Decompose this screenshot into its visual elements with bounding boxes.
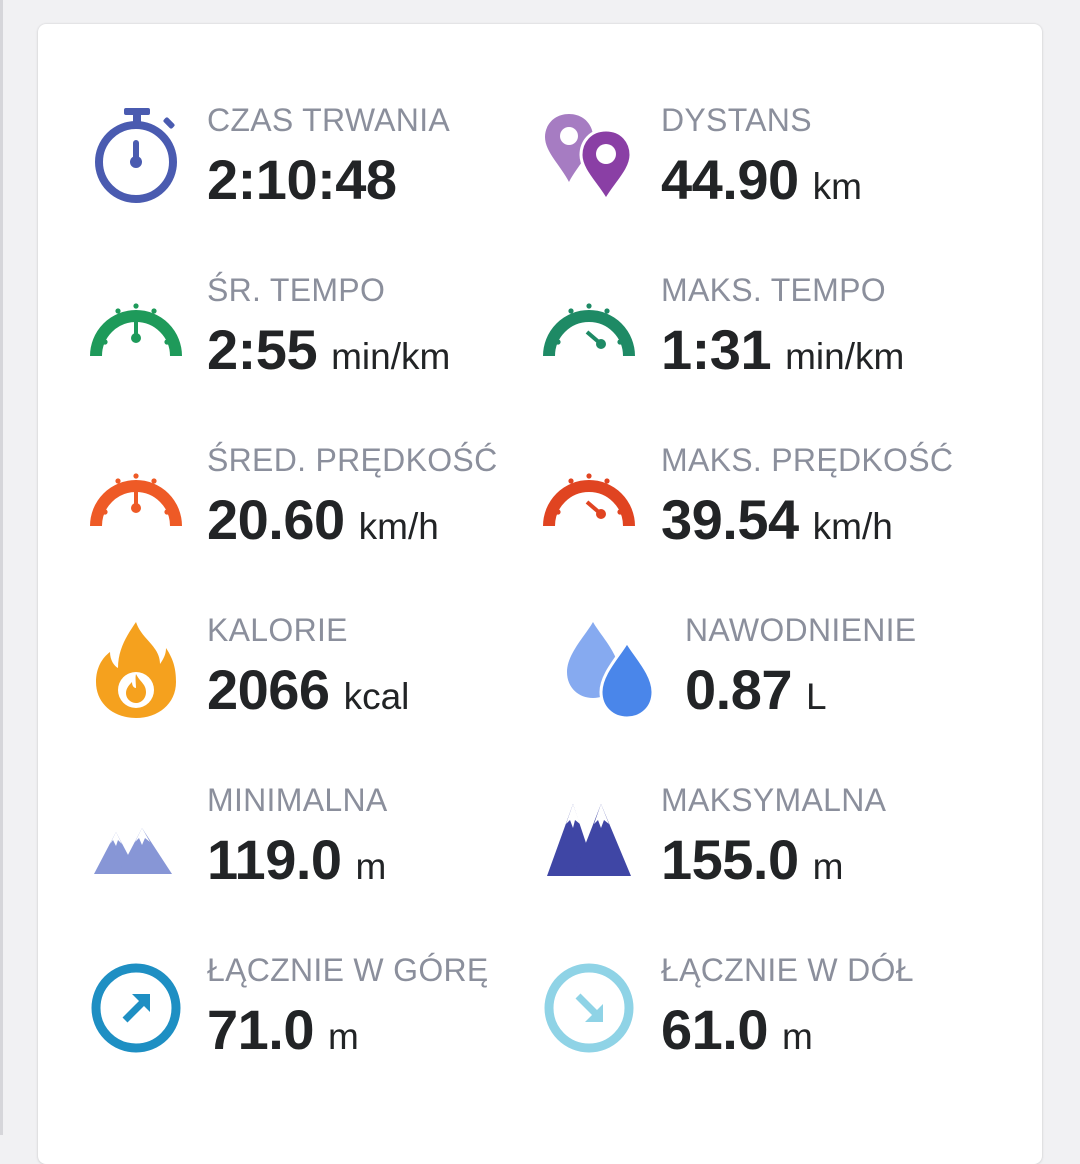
stat-avg-pace: ŚR. TEMPO 2:55 min/km — [90, 272, 510, 392]
stat-total-descent: ŁĄCZNIE W DÓŁ 61.0 m — [543, 952, 983, 1072]
stat-unit: L — [806, 676, 827, 717]
stat-unit: m — [355, 846, 387, 887]
stat-calories: KALORIE 2066 kcal — [90, 612, 510, 732]
stat-unit: m — [328, 1016, 359, 1057]
stat-label: MAKS. PRĘDKOŚĆ — [661, 442, 954, 478]
flame-icon — [90, 612, 186, 722]
stat-value: 2066 — [207, 658, 330, 721]
stat-label: ŁĄCZNIE W DÓŁ — [661, 952, 914, 988]
stat-value: 0.87 — [685, 658, 793, 721]
stat-value: 20.60 — [207, 488, 345, 551]
stat-label: MAKSYMALNA — [661, 782, 887, 818]
stat-duration: CZAS TRWANIA 2:10:48 — [90, 102, 510, 222]
stat-label: DYSTANS — [661, 102, 812, 138]
stat-value-line: 44.90 km — [661, 148, 862, 219]
stat-unit: km/h — [812, 506, 893, 547]
ascent-arrow-icon — [90, 952, 186, 1062]
stat-value: 119.0 — [207, 828, 342, 891]
stat-value-line: 119.0 m — [207, 828, 386, 899]
screen-edge — [0, 0, 3, 1135]
stat-value: 2:55 — [207, 318, 318, 381]
stat-max-pace: MAKS. TEMPO 1:31 min/km — [543, 272, 983, 392]
stat-label: ŁĄCZNIE W GÓRĘ — [207, 952, 489, 988]
stat-label: NAWODNIENIE — [685, 612, 917, 648]
stat-label: MINIMALNA — [207, 782, 388, 818]
stat-unit: min/km — [785, 336, 905, 377]
stat-label: MAKS. TEMPO — [661, 272, 886, 308]
stat-max-elevation: MAKSYMALNA 155.0 m — [543, 782, 983, 902]
stat-value: 61.0 — [661, 998, 769, 1061]
stat-label: CZAS TRWANIA — [207, 102, 451, 138]
stat-value: 1:31 — [661, 318, 772, 381]
stat-value-line: 2:55 min/km — [207, 318, 450, 389]
stat-value: 44.90 — [661, 148, 799, 211]
stat-value: 2:10:48 — [207, 148, 397, 211]
stat-value: 155.0 — [661, 828, 799, 891]
stat-label: KALORIE — [207, 612, 348, 648]
stat-value-line: 61.0 m — [661, 998, 813, 1069]
mountains-icon — [543, 782, 639, 892]
stat-unit: kcal — [343, 676, 410, 717]
stat-hydration: NAWODNIENIE 0.87 L — [543, 612, 983, 732]
stat-value-line: 1:31 min/km — [661, 318, 904, 389]
water-drops-icon — [563, 612, 659, 722]
map-pins-icon — [543, 102, 639, 212]
stat-max-speed: MAKS. PRĘDKOŚĆ 39.54 km/h — [543, 442, 983, 562]
stat-unit: m — [812, 846, 844, 887]
speedometer-max-icon — [543, 442, 639, 552]
stat-value-line: 2066 kcal — [207, 658, 409, 729]
stat-avg-speed: ŚRED. PRĘDKOŚĆ 20.60 km/h — [90, 442, 530, 562]
stat-unit: m — [782, 1016, 813, 1057]
stat-label: ŚRED. PRĘDKOŚĆ — [207, 442, 498, 478]
stat-value: 71.0 — [207, 998, 315, 1061]
stopwatch-icon — [90, 102, 186, 212]
stat-value-line: 20.60 km/h — [207, 488, 439, 559]
stat-value-line: 0.87 L — [685, 658, 827, 729]
stat-unit: min/km — [331, 336, 451, 377]
stat-unit: km — [812, 166, 862, 207]
speedometer-icon — [90, 272, 186, 382]
stat-label: ŚR. TEMPO — [207, 272, 386, 308]
mountains-icon — [90, 782, 186, 892]
activity-stats-card: CZAS TRWANIA 2:10:48 DYSTANS 44.90 km — [38, 24, 1042, 1164]
stat-value-line: 39.54 km/h — [661, 488, 893, 559]
stat-value-line: 155.0 m — [661, 828, 843, 899]
stat-total-ascent: ŁĄCZNIE W GÓRĘ 71.0 m — [90, 952, 530, 1072]
stat-value: 39.54 — [661, 488, 799, 551]
stat-distance: DYSTANS 44.90 km — [543, 102, 983, 222]
stat-value-line: 2:10:48 — [207, 148, 411, 219]
speedometer-max-icon — [543, 272, 639, 382]
stat-unit: km/h — [358, 506, 439, 547]
stat-value-line: 71.0 m — [207, 998, 359, 1069]
descent-arrow-icon — [543, 952, 639, 1062]
stat-min-elevation: MINIMALNA 119.0 m — [90, 782, 510, 902]
speedometer-icon — [90, 442, 186, 552]
